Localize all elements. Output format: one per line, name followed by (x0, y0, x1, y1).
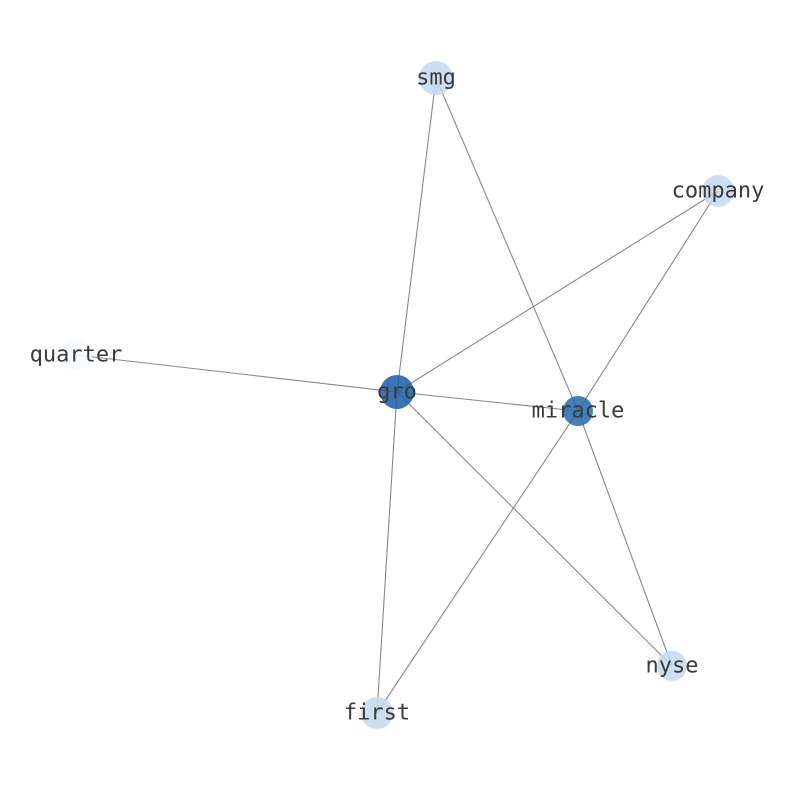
edge-gro-miracle (396, 391, 579, 412)
labels-layer: smg company quarter gro miracle nyse first (30, 66, 765, 726)
edge-gro-first (376, 391, 398, 714)
edge-quarter-gro (75, 354, 398, 393)
node-first (361, 697, 393, 729)
edge-company-miracle (577, 190, 719, 412)
node-gro (380, 375, 414, 409)
node-label-miracle: miracle (532, 399, 625, 424)
node-label-quarter: quarter (30, 343, 123, 368)
node-company (702, 175, 734, 207)
node-label-company: company (672, 179, 765, 204)
node-nyse (657, 651, 687, 681)
node-label-nyse: nyse (646, 654, 699, 679)
node-smg (419, 61, 453, 95)
nodes-layer (60, 61, 734, 729)
edge-miracle-nyse (577, 410, 673, 667)
node-quarter (60, 339, 92, 371)
edge-smg-gro (396, 77, 437, 393)
edge-gro-nyse (396, 391, 673, 667)
edge-smg-miracle (435, 77, 579, 412)
node-label-first: first (344, 701, 410, 726)
node-label-smg: smg (416, 66, 456, 91)
edges-layer (75, 77, 719, 714)
node-label-gro: gro (377, 380, 417, 405)
edge-company-gro (396, 190, 719, 393)
node-miracle (563, 396, 593, 426)
edge-miracle-first (376, 410, 579, 714)
